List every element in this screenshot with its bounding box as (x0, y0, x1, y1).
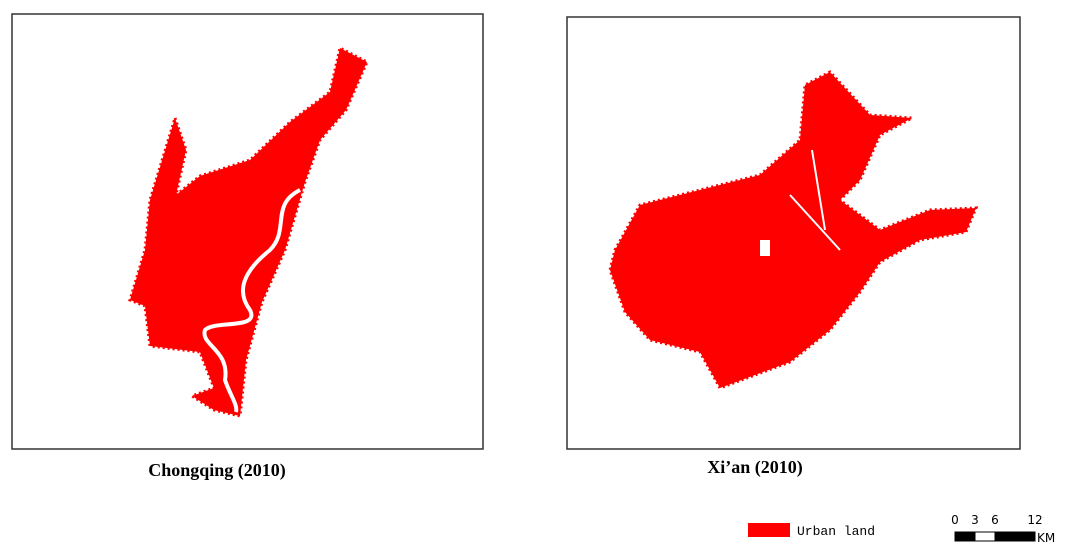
road (789, 149, 841, 251)
xian-urban-area (608, 70, 979, 390)
scale-label: 0 (951, 513, 959, 527)
urban-land (608, 70, 979, 390)
map-caption: Chongqing (2010) (148, 460, 286, 481)
gap (760, 240, 770, 256)
scale-segment (974, 531, 996, 542)
legend-swatch (748, 523, 790, 537)
scale-label: 6 (991, 513, 999, 527)
urban-land (128, 45, 369, 418)
scale-bar: 0 3 6 12 KM (951, 513, 1055, 545)
scale-segment (994, 531, 1036, 542)
scale-label: 12 (1027, 513, 1042, 527)
river (202, 188, 301, 413)
map-caption: Xi’an (2010) (707, 457, 803, 478)
map-frame (11, 13, 484, 450)
map-frame (566, 16, 1021, 450)
legend-label: Urban land (797, 524, 875, 539)
chongqing-urban-area (128, 45, 369, 418)
scale-label: 3 (971, 513, 979, 527)
scale-unit: KM (1037, 531, 1055, 545)
scale-segment (954, 531, 976, 542)
